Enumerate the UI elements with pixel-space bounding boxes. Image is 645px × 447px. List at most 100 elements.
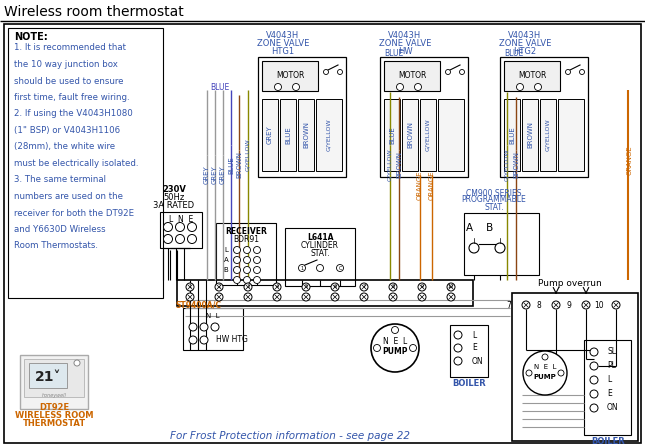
Text: L: L xyxy=(224,247,228,253)
Text: BROWN: BROWN xyxy=(407,122,413,148)
Circle shape xyxy=(373,345,381,351)
Text: 7: 7 xyxy=(506,300,511,309)
Circle shape xyxy=(526,370,532,376)
Circle shape xyxy=(612,301,620,309)
Bar xyxy=(380,57,468,177)
Text: MOTOR: MOTOR xyxy=(518,72,546,80)
Text: BROWN: BROWN xyxy=(513,152,519,178)
Text: BLUE: BLUE xyxy=(384,49,404,58)
Text: ON: ON xyxy=(607,404,619,413)
Bar xyxy=(29,363,67,388)
Text: 2: 2 xyxy=(217,284,221,290)
Circle shape xyxy=(186,283,194,291)
Text: GREY: GREY xyxy=(204,166,210,184)
Circle shape xyxy=(253,266,261,274)
Circle shape xyxy=(454,331,462,339)
Bar xyxy=(558,99,584,171)
Text: PUMP: PUMP xyxy=(533,374,557,380)
Circle shape xyxy=(389,293,397,301)
Text: GREY: GREY xyxy=(212,166,218,184)
Text: 9: 9 xyxy=(421,284,424,290)
Circle shape xyxy=(590,404,598,412)
Bar xyxy=(504,99,520,171)
Text: Wireless room thermostat: Wireless room thermostat xyxy=(4,5,184,19)
Bar xyxy=(384,99,400,171)
Text: B: B xyxy=(224,267,228,273)
Circle shape xyxy=(371,324,419,372)
Text: V4043H: V4043H xyxy=(266,30,300,39)
Bar xyxy=(402,99,418,171)
Text: BLUE: BLUE xyxy=(210,83,230,92)
Circle shape xyxy=(233,277,241,283)
Circle shape xyxy=(522,301,530,309)
Bar xyxy=(522,99,538,171)
Text: ORANGE: ORANGE xyxy=(627,145,633,175)
Bar xyxy=(316,99,342,171)
Circle shape xyxy=(397,84,404,90)
Text: NOTE:: NOTE: xyxy=(14,32,48,42)
Text: PROGRAMMABLE: PROGRAMMABLE xyxy=(462,195,526,204)
Text: BROWN: BROWN xyxy=(236,152,242,178)
Text: HTG1: HTG1 xyxy=(272,46,295,55)
Circle shape xyxy=(418,283,426,291)
Circle shape xyxy=(535,84,542,90)
Bar xyxy=(20,355,88,409)
Text: (28mm), the white wire: (28mm), the white wire xyxy=(14,143,115,152)
Text: 50Hz: 50Hz xyxy=(163,194,184,202)
Circle shape xyxy=(175,235,184,244)
Text: N  E  L: N E L xyxy=(383,337,407,346)
Circle shape xyxy=(324,69,328,75)
Circle shape xyxy=(200,323,208,331)
Bar xyxy=(280,99,296,171)
Circle shape xyxy=(415,84,421,90)
Circle shape xyxy=(74,360,80,366)
Text: BROWN: BROWN xyxy=(527,122,533,148)
Text: A    B: A B xyxy=(466,223,493,233)
Circle shape xyxy=(566,69,570,75)
Text: Room Thermostats.: Room Thermostats. xyxy=(14,241,98,250)
Circle shape xyxy=(469,243,479,253)
Text: 230V: 230V xyxy=(162,186,186,194)
Text: 9: 9 xyxy=(566,300,571,309)
Text: 21˅: 21˅ xyxy=(35,370,61,384)
Circle shape xyxy=(189,323,197,331)
Text: BROWN: BROWN xyxy=(396,152,402,178)
Circle shape xyxy=(590,376,598,384)
Text: BDR91: BDR91 xyxy=(233,236,259,245)
Circle shape xyxy=(215,283,223,291)
Text: STAT.: STAT. xyxy=(484,202,504,211)
Text: G/YELLOW: G/YELLOW xyxy=(426,119,430,152)
Circle shape xyxy=(233,266,241,274)
Text: C: C xyxy=(339,266,342,270)
Circle shape xyxy=(244,266,250,274)
Text: GREY: GREY xyxy=(220,166,226,184)
Text: CYLINDER: CYLINDER xyxy=(301,240,339,249)
Text: HW: HW xyxy=(398,46,412,55)
Text: ZONE VALVE: ZONE VALVE xyxy=(499,38,551,47)
Text: 10: 10 xyxy=(448,284,454,290)
Text: N  L: N L xyxy=(206,313,220,319)
Text: L: L xyxy=(607,375,611,384)
Circle shape xyxy=(590,362,598,370)
Circle shape xyxy=(244,293,252,301)
Circle shape xyxy=(244,277,250,283)
Circle shape xyxy=(410,345,417,351)
Bar xyxy=(177,280,473,306)
Text: receiver for both the DT92E: receiver for both the DT92E xyxy=(14,208,134,218)
Text: MOTOR: MOTOR xyxy=(398,72,426,80)
Text: ON: ON xyxy=(472,357,484,366)
Circle shape xyxy=(211,323,219,331)
Circle shape xyxy=(418,293,426,301)
Circle shape xyxy=(244,257,250,263)
Bar xyxy=(216,223,276,285)
Circle shape xyxy=(244,246,250,253)
Circle shape xyxy=(244,283,252,291)
Circle shape xyxy=(189,336,197,344)
Bar xyxy=(298,99,314,171)
Text: 3A RATED: 3A RATED xyxy=(154,202,195,211)
Text: BLUE: BLUE xyxy=(504,49,524,58)
Circle shape xyxy=(253,277,261,283)
Text: BLUE: BLUE xyxy=(228,156,234,174)
Text: PUMP: PUMP xyxy=(382,347,408,357)
Text: G/YELLOW: G/YELLOW xyxy=(246,139,250,171)
